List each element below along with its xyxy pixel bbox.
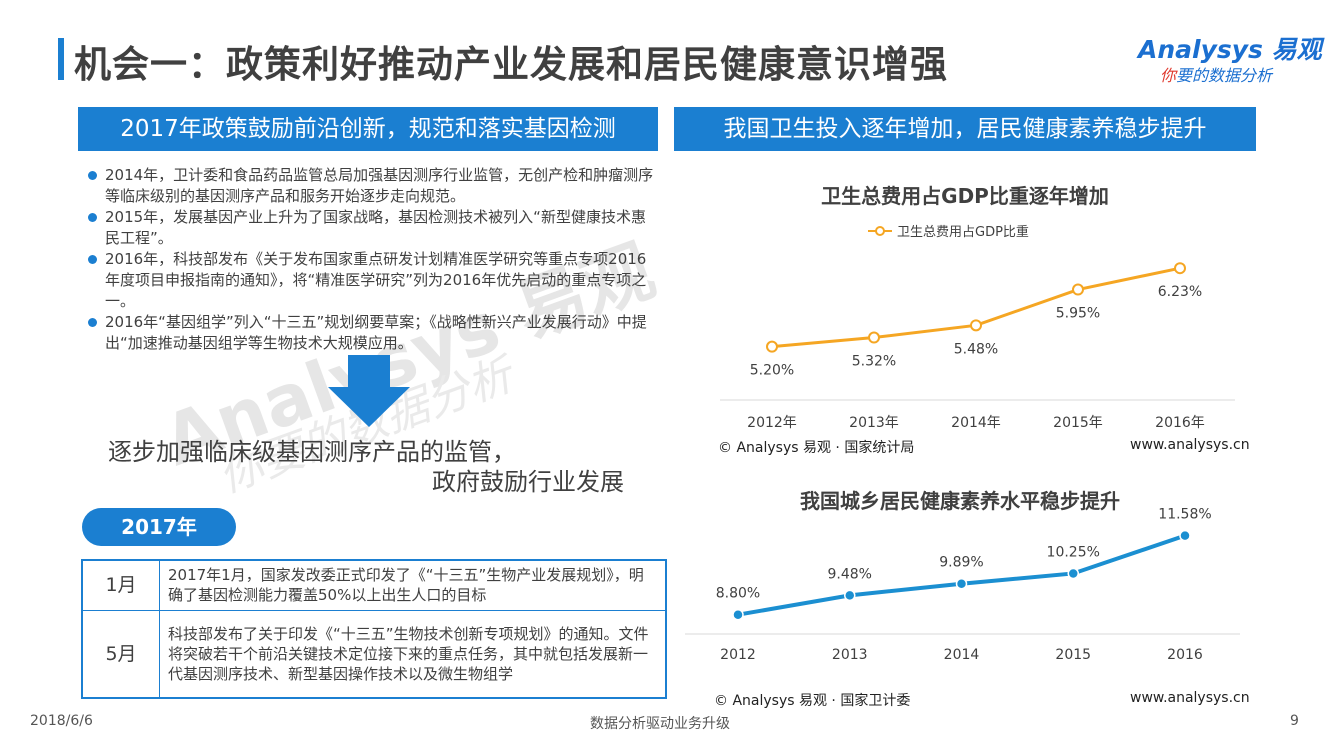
data-point [766,340,778,353]
timeline-month: 5月 [81,609,160,699]
legend-marker [875,226,885,236]
x-tick-label: 2013年 [849,415,899,431]
data-point [1067,567,1079,580]
legend-label: 卫生总费用占GDP比重 [897,224,1029,240]
data-label: 8.80% [716,586,760,602]
timeline-table: 1月 2017年1月，国家发改委正式印发了《“十三五”生物产业发展规划》，明确了… [81,559,667,699]
list-item: 2016年，科技部发布《关于发布国家重点研发计划精准医学研究等重点专项2016年… [88,249,658,312]
data-point [1179,529,1191,542]
supervision-text-line1: 逐步加强临床级基因测序产品的监管， [108,438,516,466]
timeline-text: 科技部发布了关于印发《“十三五”生物技术创新专项规划》的通知。文件将突破若干个前… [159,609,667,699]
data-point [1072,283,1084,296]
series-line [737,533,1186,617]
data-point [1174,262,1186,275]
year-badge: 2017年 [82,508,236,546]
x-tick-label: 2015年 [1053,415,1103,431]
x-tick-label: 2016年 [1155,415,1205,431]
timeline-month: 1月 [81,559,160,611]
data-label: 5.20% [750,363,794,379]
data-point [970,319,982,332]
data-label: 6.23% [1158,284,1202,300]
right-section-header: 我国卫生投入逐年增加，居民健康素养稳步提升 [674,107,1256,151]
data-label: 5.32% [852,354,896,370]
x-tick-label: 2012 [720,647,756,663]
page-title: 机会一：政策利好推动产业发展和居民健康意识增强 [74,43,948,86]
chart2-source-url[interactable]: www.analysys.cn [1130,690,1250,706]
page-number: 9 [1290,713,1299,729]
data-point [955,577,968,590]
x-tick-label: 2013 [832,647,868,663]
x-tick-label: 2012年 [747,415,797,431]
down-arrow-icon [328,355,410,427]
chart-title: 卫生总费用占GDP比重逐年增加 [821,184,1109,208]
data-label: 11.58% [1158,507,1211,523]
series-line [771,266,1181,349]
brand-slogan: 你要的数据分析 [1160,66,1273,85]
data-point [732,608,744,621]
health-expenditure-chart: 卫生总费用占GDP比重逐年增加 卫生总费用占GDP比重 5.20% 5.32% 5.… [720,184,1235,431]
x-tick-label: 2016 [1167,647,1203,663]
supervision-text-line2: 政府鼓励行业发展 [432,468,624,496]
footer-date: 2018/6/6 [30,713,93,729]
data-point [844,589,856,602]
chart1-source: © Analysys 易观 · 国家统计局 [718,440,915,456]
data-label: 5.95% [1056,306,1100,322]
table-row: 1月 2017年1月，国家发改委正式印发了《“十三五”生物产业发展规划》，明确了… [81,559,667,611]
policy-bullet-list: 2014年，卫计委和食品药品监管总局加强基因测序行业监管，无创产检和肿瘤测序等临… [88,165,658,354]
data-label: 9.89% [939,555,983,571]
table-row: 5月 科技部发布了关于印发《“十三五”生物技术创新专项规划》的通知。文件将突破若… [81,609,667,699]
x-tick-label: 2015 [1055,647,1091,663]
title-accent-bar [58,38,64,80]
list-item: 2016年“基因组学”列入“十三五”规划纲要草案；《战略性新兴产业发展行动》中提… [88,312,658,354]
brand-logo: Analysys 易观 [1138,35,1322,64]
data-label: 5.48% [954,341,998,357]
x-tick-label: 2014年 [951,415,1001,431]
data-label: 9.48% [828,566,872,582]
footer-slogan: 数据分析驱动业务升级 [590,716,730,732]
x-tick-label: 2014 [944,647,980,663]
chart1-source-url[interactable]: www.analysys.cn [1130,437,1250,453]
chart-title: 我国城乡居民健康素养水平稳步提升 [800,489,1120,513]
left-section-header: 2017年政策鼓励前沿创新，规范和落实基因检测 [78,107,658,151]
data-label: 10.25% [1047,544,1100,560]
health-literacy-chart: 我国城乡居民健康素养水平稳步提升 8.80% 9.48% 9.89% 10.25% 11… [685,489,1240,663]
list-item: 2014年，卫计委和食品药品监管总局加强基因测序行业监管，无创产检和肿瘤测序等临… [88,165,658,207]
list-item: 2015年，发展基因产业上升为了国家战略，基因检测技术被列入“新型健康技术惠民工… [88,207,658,249]
data-point [868,331,880,344]
timeline-text: 2017年1月，国家发改委正式印发了《“十三五”生物产业发展规划》，明确了基因检… [159,559,667,611]
chart2-source: © Analysys 易观 · 国家卫计委 [714,693,911,709]
